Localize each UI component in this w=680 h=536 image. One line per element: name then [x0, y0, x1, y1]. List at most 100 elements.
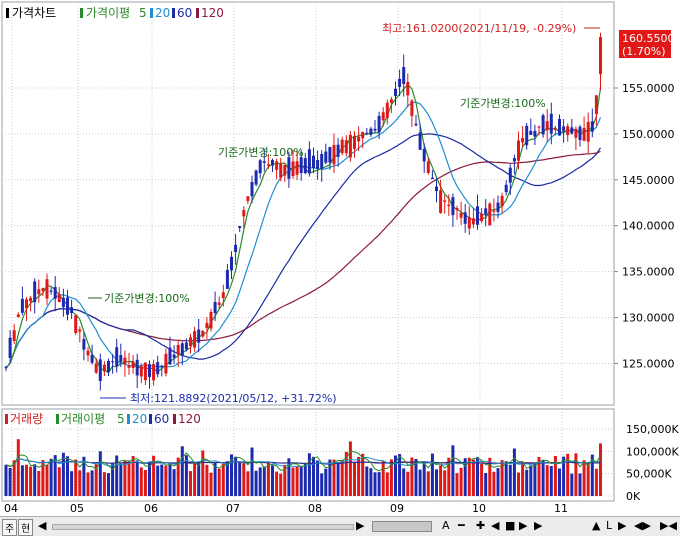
- current-price: 160.5500: [622, 32, 675, 45]
- volume-bar: [90, 470, 94, 496]
- volume-bar: [492, 471, 496, 496]
- candle-body: [340, 139, 344, 154]
- L-button[interactable]: L: [606, 519, 613, 532]
- candle-body: [86, 350, 90, 356]
- volume-bar: [512, 448, 516, 496]
- candle-body: [553, 128, 557, 131]
- candle-body: [365, 132, 369, 134]
- expand-icon[interactable]: ▶◀: [660, 519, 677, 532]
- volume-bar: [422, 462, 426, 496]
- candle-body: [545, 121, 549, 131]
- high-label: 최고:161.0200(2021/11/19, -0.29%): [382, 22, 576, 35]
- volume-bar: [16, 439, 20, 496]
- volume-bar: [127, 460, 131, 496]
- candle-body: [4, 367, 8, 369]
- volume-bar: [324, 468, 328, 496]
- volume-bar: [197, 463, 201, 496]
- volume-bar: [295, 466, 299, 496]
- candle-body: [283, 164, 287, 176]
- candle-body: [61, 297, 65, 308]
- price-grid: [2, 2, 614, 405]
- candle-body: [176, 344, 180, 355]
- zoom-out-icon[interactable]: ━: [458, 519, 465, 532]
- candle-body: [135, 359, 139, 376]
- candle-body: [463, 212, 467, 224]
- volume-bar: [164, 465, 168, 496]
- volume-bar: [193, 462, 197, 496]
- volume-bar: [176, 457, 180, 496]
- candle-body: [517, 140, 520, 161]
- candle-body: [435, 186, 438, 192]
- candle-body: [25, 299, 28, 309]
- price-legend: 가격차트 가격이평 5 20 60 120: [6, 6, 224, 20]
- volume-bar: [49, 458, 53, 496]
- forward2-icon[interactable]: ▶: [618, 519, 627, 532]
- volume-bar: [320, 473, 324, 496]
- candle-body: [271, 160, 274, 166]
- candle-body: [16, 314, 20, 317]
- candle-body: [496, 202, 500, 212]
- period2-button[interactable]: 현: [18, 519, 34, 536]
- low-label: 최저:121.8892(2021/05/12, +31.72%): [130, 392, 337, 405]
- candle-body: [357, 136, 361, 142]
- candle-body: [361, 132, 365, 139]
- volume-bar: [107, 473, 110, 496]
- scroll-left-icon[interactable]: ◀: [38, 519, 47, 532]
- candle-body: [373, 128, 377, 131]
- x-tick-label: 09: [390, 502, 404, 515]
- legend-vma5: 5: [117, 412, 125, 426]
- volume-bar: [570, 473, 574, 496]
- volume-bar: [242, 461, 246, 496]
- chart-canvas[interactable]: 가격차트 가격이평 5 20 60 120 최고:161.0200(2021/11/19,…: [0, 0, 680, 516]
- stop-icon[interactable]: ■: [505, 519, 516, 532]
- scroll-right-icon[interactable]: ▶: [356, 519, 365, 532]
- play-prev-icon[interactable]: ◀: [491, 519, 500, 532]
- volume-bar: [4, 464, 8, 496]
- candle-body: [566, 126, 570, 136]
- volume-bar: [111, 463, 115, 496]
- candle-body: [20, 298, 24, 313]
- candle-body: [533, 130, 537, 137]
- price-tick-label: 150.0000: [622, 128, 675, 141]
- volume-ma-lines: [5, 450, 601, 472]
- candle-body: [385, 102, 389, 119]
- volume-bar: [541, 459, 545, 496]
- volume-bar: [476, 457, 479, 496]
- zoom-in-icon[interactable]: ✚: [476, 519, 486, 532]
- candle-body: [242, 209, 246, 217]
- up-arrow-icon[interactable]: ▲: [592, 519, 601, 532]
- shrink-icon[interactable]: ◀▶: [634, 519, 651, 532]
- volume-bar: [553, 456, 557, 496]
- volume-bar: [78, 470, 82, 496]
- period-button[interactable]: 주: [2, 519, 18, 536]
- volume-bar: [459, 467, 463, 496]
- candle-body: [344, 140, 348, 154]
- candle-body: [348, 134, 352, 158]
- volume-bar: [234, 456, 238, 496]
- volume-bar: [131, 455, 135, 496]
- volume-bar: [488, 457, 492, 496]
- scroll-track[interactable]: [52, 524, 354, 530]
- volume-bar: [439, 465, 443, 496]
- candle-body: [111, 361, 115, 363]
- volume-bar: [402, 468, 406, 496]
- candle-body: [57, 294, 61, 303]
- volume-bar: [389, 459, 393, 496]
- ma20-path: [5, 101, 602, 369]
- volume-y-axis: 150,000K 100,000K 50,000K 0K: [626, 423, 679, 503]
- zoom-mode-icon[interactable]: A: [442, 519, 450, 532]
- candle-body: [275, 161, 279, 170]
- scroll-thumb[interactable]: [372, 521, 432, 532]
- volume-bar: [533, 463, 537, 496]
- volume-bar: [119, 463, 123, 496]
- volume-panel[interactable]: 거래량 거래이평 5 20 60 120 150,000K 100,000K 50,000K 0…: [1, 408, 679, 503]
- price-panel[interactable]: 가격차트 가격이평 5 20 60 120 최고:161.0200(2021/11/19,…: [1, 1, 675, 406]
- volume-bar: [160, 464, 164, 496]
- forward-icon[interactable]: ▶: [534, 519, 543, 532]
- volume-bar: [508, 464, 512, 496]
- candle-body: [78, 329, 82, 332]
- volume-bar: [303, 463, 307, 496]
- play-next-icon[interactable]: ▶: [519, 519, 528, 532]
- candle-body: [476, 206, 479, 225]
- candle-body: [570, 127, 574, 134]
